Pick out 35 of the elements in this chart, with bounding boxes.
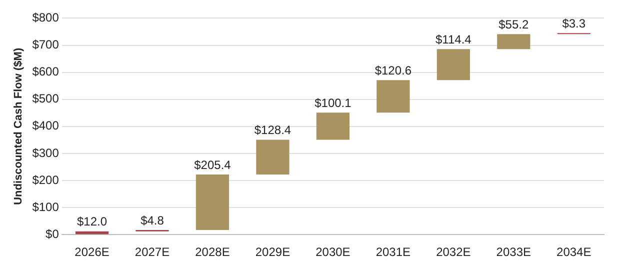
data-label: $205.4 (194, 158, 232, 172)
data-label: $100.1 (314, 96, 352, 110)
x-tick-label: 2032E (436, 245, 471, 260)
y-tick-label: $400 (32, 118, 60, 133)
data-label: $114.4 (436, 32, 472, 46)
y-axis-title: Undiscounted Cash Flow ($M) (12, 48, 25, 205)
x-tick-label: 2028E (195, 245, 230, 260)
x-tick-label: 2027E (134, 245, 170, 260)
x-tick-label: 2029E (255, 245, 290, 260)
data-label: $128.4 (254, 123, 292, 138)
bar (376, 80, 410, 113)
y-tick-label: $700 (32, 38, 60, 52)
data-label: $55.2 (498, 18, 529, 32)
data-label: $3.3 (562, 16, 586, 30)
y-tick-label: $800 (32, 10, 60, 25)
bar (497, 34, 530, 50)
x-tick-label: 2031E (376, 245, 411, 260)
x-tick-label: 2033E (496, 245, 531, 260)
bar (196, 174, 230, 230)
y-tick-label: $600 (32, 64, 60, 79)
bar (256, 140, 290, 174)
x-tick-label: 2034E (556, 245, 592, 260)
x-tick-label: 2030E (316, 245, 350, 260)
bar (436, 49, 470, 80)
bar (75, 231, 109, 234)
data-label: $120.6 (374, 63, 412, 78)
x-tick-label: 2026E (74, 245, 110, 260)
y-tick-label: $0 (46, 226, 60, 241)
data-label: $12.0 (76, 214, 108, 229)
data-label: $4.8 (140, 213, 164, 228)
bar (316, 112, 350, 140)
y-tick-label: $100 (32, 200, 60, 214)
y-tick-label: $200 (32, 172, 60, 187)
y-tick-label: $500 (32, 92, 60, 106)
y-tick-label: $300 (32, 146, 60, 160)
